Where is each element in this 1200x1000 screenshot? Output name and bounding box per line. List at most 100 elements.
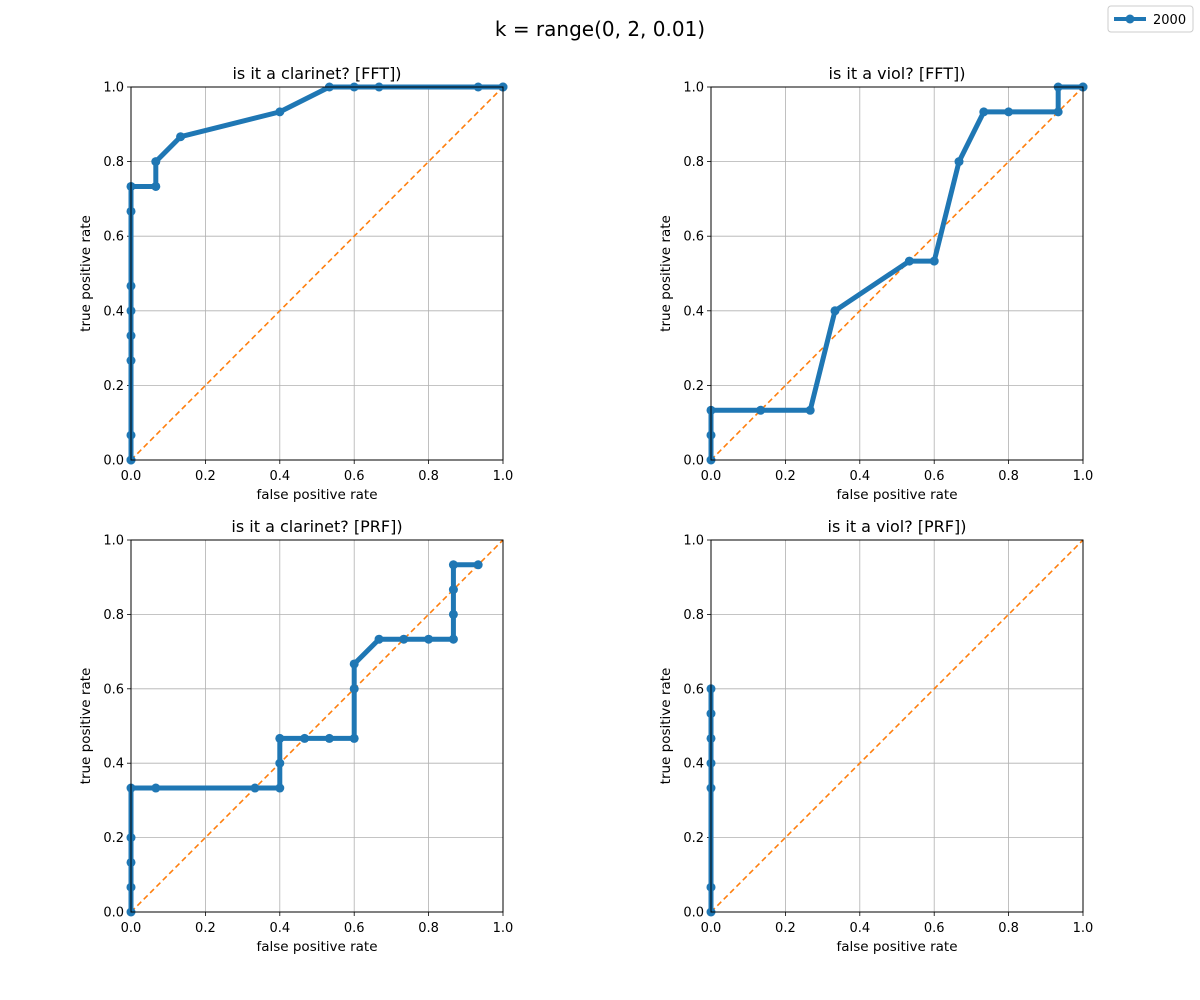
x-tick-label: 0.4	[269, 921, 290, 936]
y-axis-label: true positive rate	[658, 668, 674, 785]
roc-point	[275, 107, 285, 117]
chance-diagonal-line	[130, 86, 504, 461]
subplot-3: 0.0 0.2 0.4 0.6 0.8 1.0 0.0 0.2 0.4 0.6 0.8 1.0 is i…	[78, 517, 513, 955]
y-tick-label: 0.4	[683, 757, 704, 772]
roc-point	[151, 157, 161, 167]
y-tick-label: 0.6	[683, 230, 704, 245]
legend: 2000	[1107, 5, 1194, 33]
subplot-title: is it a viol? [PRF])	[828, 517, 967, 536]
roc-point	[275, 758, 285, 768]
roc-point	[349, 733, 359, 743]
x-tick-label: 0.4	[849, 469, 870, 484]
x-tick-label: 0.2	[195, 921, 216, 936]
roc-point	[250, 783, 260, 793]
roc-point	[151, 181, 161, 191]
roc-point	[448, 634, 458, 644]
roc-point	[176, 132, 186, 142]
x-tick-label: 0.8	[418, 469, 439, 484]
axes-frame	[130, 539, 504, 913]
roc-point	[830, 306, 840, 316]
y-tick-label: 0.6	[103, 682, 124, 697]
roc-point	[349, 659, 359, 669]
y-tick-label: 0.8	[103, 608, 124, 623]
x-tick-label: 0.6	[924, 469, 945, 484]
y-tick-label: 0.0	[683, 906, 704, 921]
axes-frame	[710, 539, 1084, 913]
legend-label: 2000	[1153, 13, 1186, 28]
roc-point	[374, 634, 384, 644]
roc-point	[756, 405, 766, 415]
axes-frame	[130, 86, 504, 461]
roc-point	[904, 256, 914, 266]
x-tick-label: 0.8	[998, 921, 1019, 936]
y-tick-label: 0.8	[683, 608, 704, 623]
chance-diagonal-line	[710, 539, 1084, 913]
roc-point	[448, 609, 458, 619]
roc-point	[151, 783, 161, 793]
chance-diagonal-line	[710, 86, 1084, 461]
x-tick-label: 0.2	[775, 469, 796, 484]
x-tick-label: 0.4	[849, 921, 870, 936]
x-tick-label: 0.2	[195, 469, 216, 484]
x-tick-label: 0.0	[701, 921, 722, 936]
roc-point	[349, 684, 359, 694]
x-axis-label: false positive rate	[836, 487, 957, 503]
x-tick-label: 1.0	[493, 921, 514, 936]
y-axis-label: true positive rate	[658, 215, 674, 332]
roc-point	[448, 585, 458, 595]
roc-point	[300, 733, 310, 743]
y-tick-label: 0.4	[103, 757, 124, 772]
y-tick-label: 0.6	[103, 230, 124, 245]
y-tick-label: 0.2	[683, 831, 704, 846]
chance-diagonal-line	[130, 539, 504, 913]
roc-point	[399, 634, 409, 644]
y-tick-label: 0.8	[683, 155, 704, 170]
x-tick-label: 0.2	[775, 921, 796, 936]
roc-point	[929, 256, 939, 266]
roc-point	[448, 560, 458, 570]
subplot-grid: 0.0 0.2 0.4 0.6 0.8 1.0 0.0 0.2 0.4 0.6 0.8 1.0 is i…	[78, 64, 1093, 955]
roc-point	[1004, 107, 1014, 117]
x-axis-label: false positive rate	[256, 487, 377, 503]
legend-frame	[1107, 5, 1194, 33]
y-tick-label: 1.0	[103, 534, 124, 549]
y-axis-label: true positive rate	[78, 668, 94, 785]
figure-suptitle: k = range(0, 2, 0.01)	[495, 17, 705, 41]
subplot-2: 0.0 0.2 0.4 0.6 0.8 1.0 0.0 0.2 0.4 0.6 0.8 1.0 is i…	[658, 64, 1093, 503]
roc-point	[275, 733, 285, 743]
roc-point	[805, 405, 815, 415]
y-tick-label: 1.0	[103, 81, 124, 96]
subplot-1: 0.0 0.2 0.4 0.6 0.8 1.0 0.0 0.2 0.4 0.6 0.8 1.0 is i…	[78, 64, 513, 503]
y-tick-label: 0.4	[103, 304, 124, 319]
y-tick-label: 0.2	[103, 379, 124, 394]
x-tick-label: 0.4	[269, 469, 290, 484]
x-tick-label: 0.0	[121, 921, 142, 936]
subplot-title: is it a viol? [FFT])	[829, 64, 966, 83]
y-tick-label: 0.0	[683, 454, 704, 469]
roc-point	[324, 733, 334, 743]
subplot-title: is it a clarinet? [PRF])	[231, 517, 402, 536]
roc-point	[473, 560, 483, 570]
x-axis-label: false positive rate	[256, 939, 377, 955]
x-tick-label: 0.8	[418, 921, 439, 936]
x-tick-label: 0.8	[998, 469, 1019, 484]
x-axis-label: false positive rate	[836, 939, 957, 955]
legend-marker-swatch	[1125, 14, 1135, 24]
y-tick-label: 0.2	[683, 379, 704, 394]
y-tick-label: 0.0	[103, 906, 124, 921]
axes-frame	[710, 86, 1084, 461]
subplot-title: is it a clarinet? [FFT])	[232, 64, 401, 83]
x-tick-label: 1.0	[1073, 469, 1094, 484]
x-tick-label: 0.6	[344, 921, 365, 936]
roc-point	[275, 783, 285, 793]
x-tick-label: 0.0	[121, 469, 142, 484]
y-tick-label: 1.0	[683, 534, 704, 549]
roc-point	[954, 157, 964, 167]
y-tick-label: 0.2	[103, 831, 124, 846]
y-tick-label: 0.6	[683, 682, 704, 697]
x-tick-label: 0.6	[344, 469, 365, 484]
y-tick-label: 0.8	[103, 155, 124, 170]
y-tick-label: 0.0	[103, 454, 124, 469]
x-tick-label: 1.0	[1073, 921, 1094, 936]
